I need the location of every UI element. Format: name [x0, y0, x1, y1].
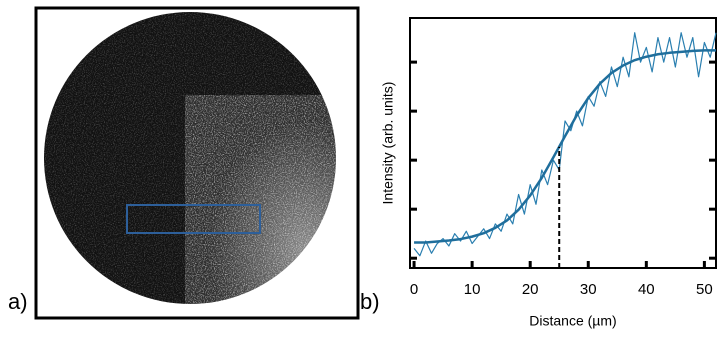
y-axis-label: Intensity (arb. units) — [380, 82, 396, 205]
x-tick-label: 20 — [522, 281, 539, 298]
x-tick-label: 40 — [638, 281, 655, 298]
roi-box — [126, 204, 261, 234]
plot-frame — [409, 17, 717, 269]
panel-label: a) — [8, 289, 28, 314]
x-axis-label: Distance (µm) — [529, 313, 616, 329]
micrograph — [44, 12, 336, 304]
series-line — [413, 32, 717, 257]
panel-label: b) — [360, 289, 380, 314]
x-tick-label: 30 — [580, 281, 597, 298]
x-tick-label: 10 — [464, 281, 481, 298]
image-frame — [34, 6, 360, 320]
x-tick-label: 0 — [410, 281, 418, 298]
x-tick-label: 50 — [696, 281, 713, 298]
series-line — [414, 49, 716, 244]
